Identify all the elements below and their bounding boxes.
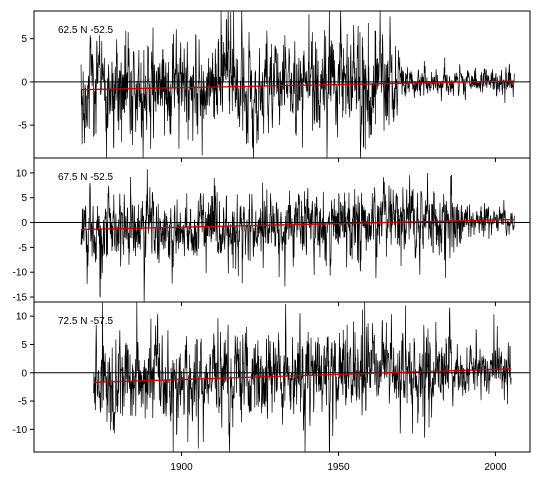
trend-line bbox=[81, 80, 515, 91]
trend-line bbox=[93, 368, 512, 384]
anomaly-series-line bbox=[80, 169, 515, 302]
y-tick-label: 0 bbox=[21, 77, 27, 88]
panel-title: 72.5 N -57.5 bbox=[58, 316, 113, 327]
y-tick-label: -5 bbox=[18, 397, 27, 408]
panel-frame bbox=[33, 301, 531, 453]
anomaly-series-line bbox=[80, 11, 515, 158]
panel-title: 67.5 N -52.5 bbox=[58, 172, 113, 183]
y-tick-label: 5 bbox=[21, 193, 27, 204]
y-tick-label: 10 bbox=[16, 312, 28, 323]
y-tick-label: -5 bbox=[18, 243, 27, 254]
y-tick-label: -5 bbox=[18, 121, 27, 132]
anomaly-series-line bbox=[93, 302, 512, 452]
y-tick-label: 10 bbox=[16, 168, 28, 179]
panel-1: -5 0 5 62.5 N -52.5 bbox=[18, 10, 531, 162]
x-tick-label: 1900 bbox=[170, 462, 193, 473]
y-tick-label: 0 bbox=[21, 368, 27, 379]
panel-2: -15 -10 -5 0 5 10 67.5 N -52.5 bbox=[13, 157, 531, 306]
x-tick-label: 2000 bbox=[484, 462, 507, 473]
y-tick-label: -15 bbox=[13, 293, 28, 304]
trend-line bbox=[81, 218, 515, 231]
panel-3: -10 -5 0 5 10 72.5 N -57.5 1900 1950 2000 bbox=[13, 301, 531, 473]
y-tick-label: -10 bbox=[13, 268, 28, 279]
y-tick-label: 5 bbox=[21, 34, 27, 45]
y-tick-label: -10 bbox=[13, 425, 28, 436]
y-tick-label: 0 bbox=[21, 218, 27, 229]
panel-title: 62.5 N -52.5 bbox=[58, 25, 113, 36]
x-tick-label: 1950 bbox=[327, 462, 350, 473]
y-tick-label: 5 bbox=[21, 340, 27, 351]
